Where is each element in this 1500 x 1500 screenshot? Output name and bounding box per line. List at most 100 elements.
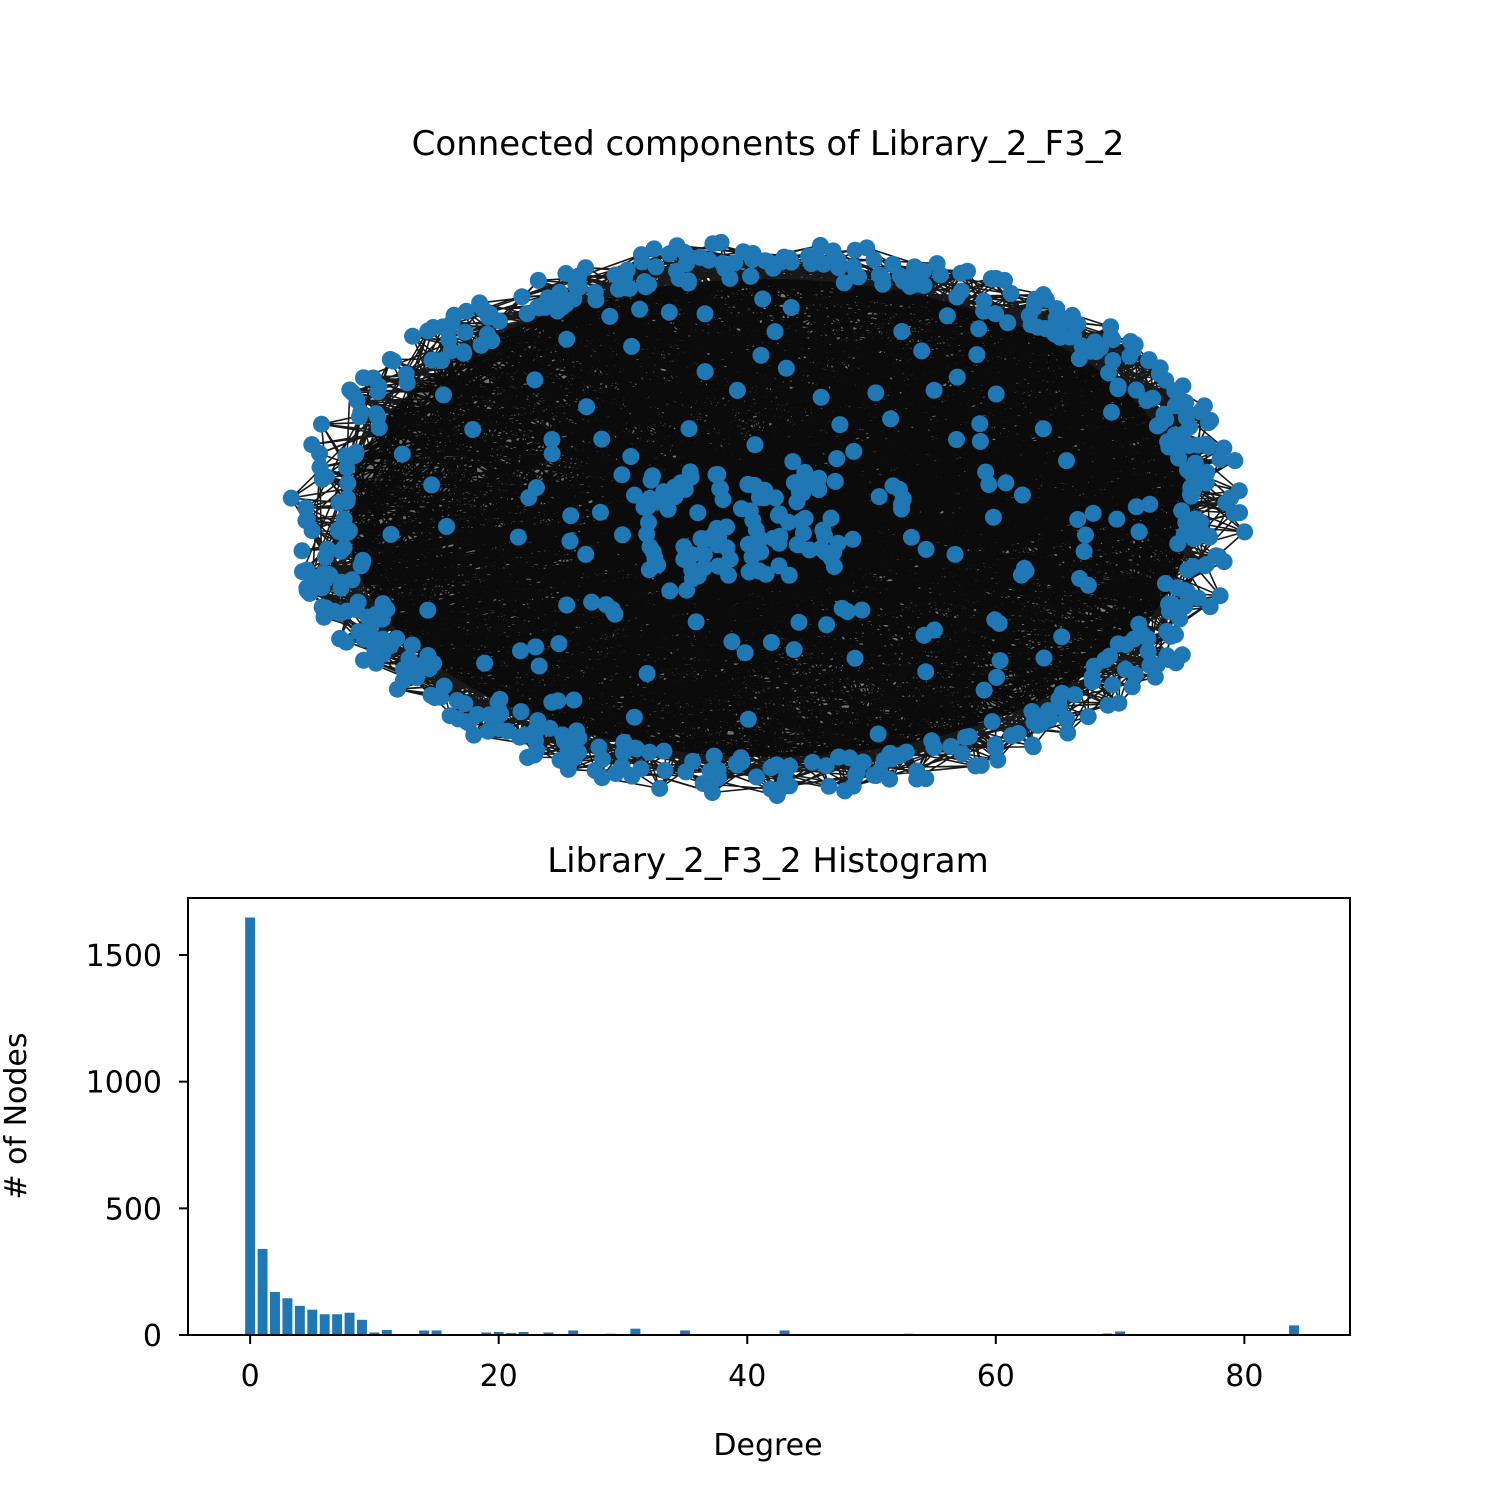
- network-node: [1063, 306, 1081, 324]
- network-node: [1189, 589, 1207, 607]
- network-node: [626, 486, 643, 504]
- network-node: [303, 568, 321, 586]
- network-node: [942, 738, 960, 755]
- network-node: [1079, 576, 1097, 594]
- network-node: [893, 323, 911, 340]
- network-node: [897, 743, 915, 761]
- network-node: [1156, 575, 1174, 592]
- network-node: [742, 267, 760, 285]
- network-node: [700, 251, 718, 269]
- network-node: [811, 236, 829, 254]
- histogram-bar: [344, 1312, 355, 1335]
- network-node: [293, 542, 311, 560]
- network-node: [456, 695, 474, 713]
- network-node: [802, 255, 820, 273]
- network-node: [975, 681, 993, 699]
- network-node: [317, 599, 335, 617]
- histogram-bar: [282, 1298, 293, 1335]
- network-node: [830, 259, 848, 277]
- network-node: [766, 323, 784, 341]
- network-node: [959, 262, 976, 280]
- network-node: [776, 772, 794, 790]
- network-node: [788, 536, 806, 554]
- network-node: [818, 616, 836, 634]
- network-node: [577, 545, 595, 563]
- network-node: [614, 526, 631, 544]
- network-node: [946, 545, 964, 563]
- network-node: [456, 323, 474, 341]
- network-node: [1236, 523, 1254, 541]
- network-node: [740, 563, 758, 581]
- x-tick-label: 0: [241, 1359, 260, 1394]
- network-node: [1117, 660, 1134, 678]
- network-node: [817, 757, 835, 775]
- network-node: [628, 740, 646, 758]
- network-node: [1002, 284, 1020, 302]
- network-node: [986, 611, 1004, 629]
- network-node: [677, 763, 695, 781]
- network-node: [1065, 327, 1083, 345]
- network-node: [1173, 646, 1191, 664]
- network-node: [971, 432, 989, 450]
- network-node: [457, 302, 475, 320]
- network-node: [703, 784, 721, 801]
- network-node: [1127, 498, 1145, 516]
- network-node: [666, 488, 684, 506]
- histogram-title: Library_2_F3_2 Histogram: [547, 841, 989, 881]
- network-node: [351, 408, 368, 426]
- network-node: [748, 768, 765, 786]
- network-node: [1102, 328, 1120, 346]
- network-node: [1047, 309, 1065, 327]
- network-node: [586, 284, 604, 301]
- histogram-bar: [294, 1305, 305, 1335]
- network-node: [520, 489, 538, 507]
- network-node: [752, 543, 770, 561]
- network-node: [425, 655, 443, 672]
- network-node: [1231, 504, 1249, 522]
- network-node: [988, 668, 1006, 686]
- network-node: [1179, 461, 1196, 479]
- network-node: [464, 421, 482, 438]
- network-node: [607, 765, 625, 782]
- network-node: [869, 725, 887, 743]
- network-node: [790, 613, 808, 631]
- network-node: [455, 344, 473, 362]
- network-node: [623, 337, 641, 355]
- network-node: [1058, 452, 1075, 470]
- network-node: [1211, 587, 1229, 605]
- network-node: [1226, 452, 1244, 470]
- network-node: [822, 509, 840, 527]
- network-node: [728, 756, 746, 774]
- network-node: [422, 686, 440, 704]
- network-node: [645, 240, 663, 258]
- network-node: [902, 528, 920, 546]
- network-node: [1053, 628, 1071, 646]
- network-node: [762, 759, 780, 777]
- network-node: [928, 255, 946, 273]
- network-node: [1161, 603, 1178, 621]
- network-node: [791, 473, 809, 490]
- network-node: [489, 720, 507, 737]
- histogram-bar: [630, 1328, 641, 1335]
- network-node: [331, 630, 349, 648]
- network-node: [631, 300, 649, 318]
- histogram-bar: [245, 917, 256, 1335]
- network-node: [1059, 724, 1077, 742]
- network-node: [530, 298, 547, 316]
- network-node: [915, 276, 933, 294]
- histogram-bar: [419, 1330, 430, 1335]
- network-node: [641, 538, 659, 556]
- network-node: [632, 246, 650, 264]
- network-node: [301, 584, 319, 602]
- network-node: [319, 540, 336, 558]
- network-node: [438, 518, 455, 535]
- network-node: [440, 331, 458, 349]
- network-node: [1141, 657, 1159, 674]
- histogram-bar: [332, 1314, 343, 1335]
- network-node: [812, 539, 830, 557]
- network-node: [668, 262, 685, 280]
- network-node: [881, 744, 899, 762]
- network-node: [696, 305, 714, 323]
- network-node: [746, 436, 764, 454]
- network-node: [1217, 494, 1235, 512]
